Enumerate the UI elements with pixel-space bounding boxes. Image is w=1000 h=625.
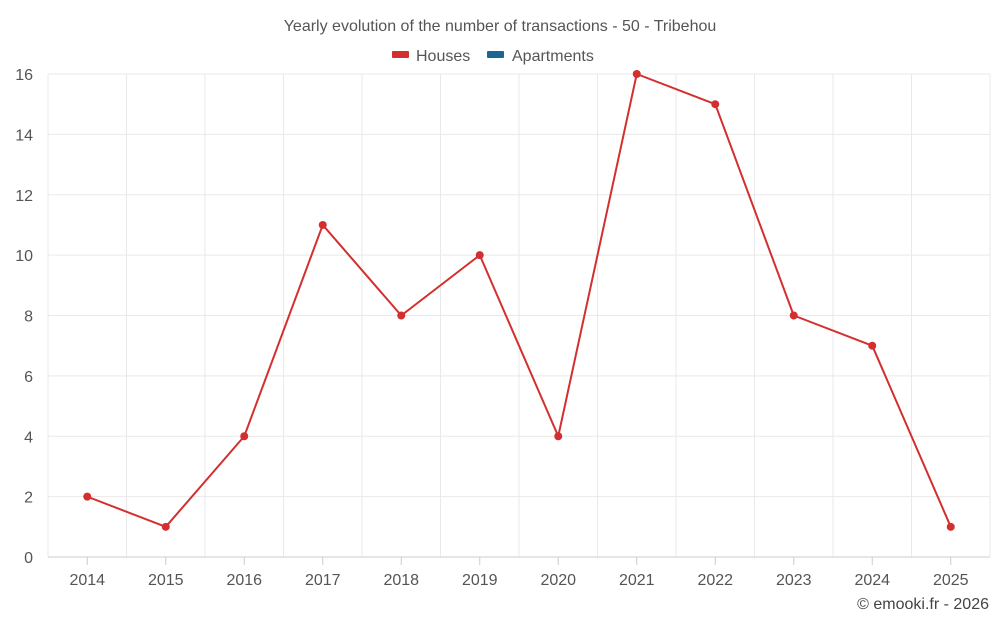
x-tick-label-2018: 2018: [383, 572, 419, 589]
y-tick-label: 0: [24, 550, 33, 567]
y-tick-label: 6: [24, 369, 33, 386]
legend-item-apartments[interactable]: Apartments: [487, 48, 594, 65]
x-tick-label-2014: 2014: [69, 572, 105, 589]
credit-text: © emooki.fr - 2026: [857, 596, 989, 613]
y-tick-label: 14: [15, 127, 33, 144]
data-point-houses-2020[interactable]: [554, 432, 563, 441]
chart-title: Yearly evolution of the number of transa…: [284, 18, 717, 35]
x-tick-label-2015: 2015: [148, 572, 184, 589]
data-point-houses-2023[interactable]: [789, 311, 798, 320]
series-houses: [83, 70, 955, 531]
x-tick-label-2020: 2020: [540, 572, 576, 589]
axes: 0 2 4 6 8 10 12 14 16 2014 2015 2016 2017 2018 2019 202…: [15, 67, 990, 589]
x-tick-label-2017: 2017: [305, 572, 341, 589]
data-point-houses-2024[interactable]: [868, 341, 877, 350]
legend-label-apartments: Apartments: [512, 48, 594, 65]
y-tick-label: 8: [24, 309, 33, 326]
grid: [47, 73, 991, 557]
legend-swatch-apartments: [487, 51, 504, 58]
y-tick-label: 12: [15, 188, 33, 205]
legend-label-houses: Houses: [416, 48, 470, 65]
y-tick-label: 10: [15, 248, 33, 265]
data-point-houses-2016[interactable]: [240, 432, 249, 441]
x-tick-label-2025: 2025: [933, 572, 969, 589]
data-point-houses-2025[interactable]: [946, 522, 955, 531]
data-point-houses-2019[interactable]: [475, 251, 484, 260]
y-tick-label: 16: [15, 67, 33, 84]
series-line-houses: [86, 73, 952, 528]
data-point-houses-2022[interactable]: [711, 100, 720, 109]
x-tick-label-2021: 2021: [619, 572, 655, 589]
y-tick-label: 4: [24, 429, 33, 446]
x-tick-label-2019: 2019: [462, 572, 498, 589]
x-tick-label-2024: 2024: [854, 572, 890, 589]
legend-item-houses[interactable]: Houses: [392, 48, 470, 65]
legend-swatch-houses: [392, 51, 409, 58]
data-point-houses-2014[interactable]: [83, 492, 92, 501]
x-tick-label-2023: 2023: [776, 572, 812, 589]
data-point-houses-2018[interactable]: [397, 311, 406, 320]
legend: Houses Apartments: [392, 48, 594, 65]
data-point-houses-2017[interactable]: [318, 220, 327, 229]
y-tick-label: 2: [24, 490, 33, 507]
x-tick-label-2016: 2016: [226, 572, 262, 589]
data-point-houses-2015[interactable]: [161, 522, 170, 531]
data-point-houses-2021[interactable]: [632, 70, 641, 78]
x-tick-label-2022: 2022: [697, 572, 733, 589]
